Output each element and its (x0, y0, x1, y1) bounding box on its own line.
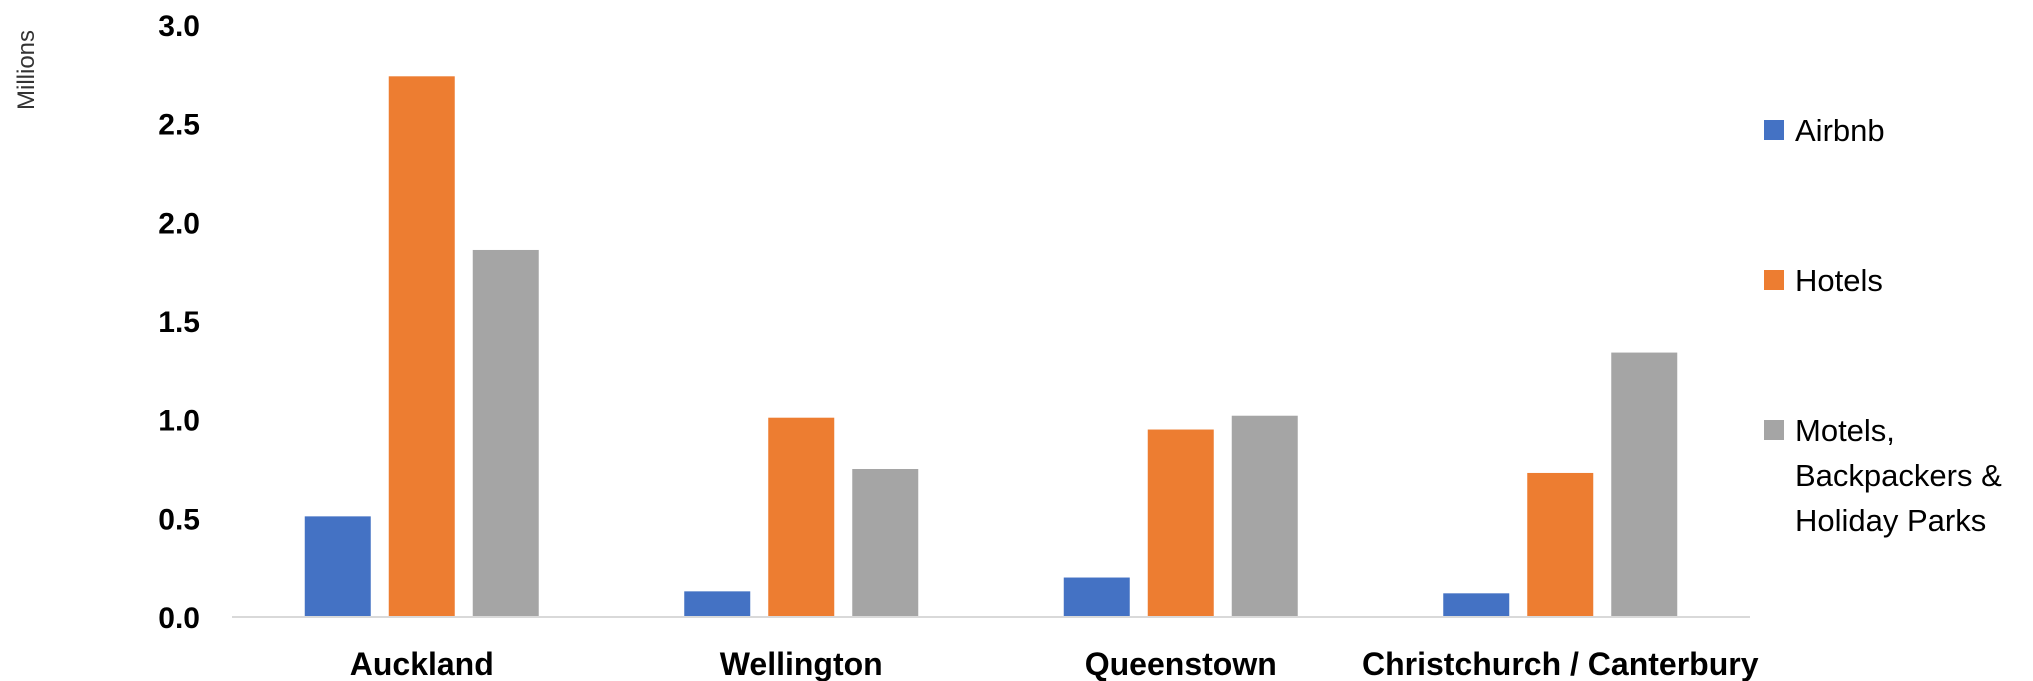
y-tick-label: 1.0 (158, 405, 200, 438)
x-tick-label: Wellington (720, 646, 883, 681)
x-axis-labels: Auckland Wellington Queenstown Christchurch… (350, 646, 1759, 681)
y-axis-ticks: 0.0 0.5 1.0 1.5 2.0 2.5 3.0 (158, 10, 200, 635)
y-tick-label: 2.5 (158, 109, 200, 142)
y-tick-label: 1.5 (158, 306, 200, 339)
bar-hotels-christchurch (1527, 472, 1594, 617)
bar-motels-queenstown (1231, 415, 1298, 617)
y-tick-label: 0.5 (158, 503, 200, 536)
bar-airbnb-wellington (684, 591, 751, 617)
y-tick-label: 0.0 (158, 602, 200, 635)
bar-hotels-queenstown (1147, 429, 1214, 617)
bar-motels-auckland (472, 249, 539, 617)
legend-label: Hotels (1795, 263, 1883, 298)
x-tick-label: Auckland (350, 646, 494, 681)
bar-hotels-auckland (388, 76, 455, 618)
legend: Airbnb Hotels Motels, Backpackers & Holiday … (1764, 113, 2002, 538)
legend-swatch (1764, 270, 1784, 290)
legend-label: Airbnb (1795, 113, 1885, 148)
x-tick-label: Christchurch / Canterbury (1362, 646, 1759, 681)
bar-motels-wellington (852, 469, 919, 617)
legend-label: Motels, Backpackers & Holiday Parks (1795, 413, 2002, 538)
bar-hotels-wellington (768, 417, 835, 617)
y-tick-label: 3.0 (158, 10, 200, 43)
bar-series (304, 76, 1678, 618)
legend-swatch (1764, 120, 1784, 140)
x-tick-label: Queenstown (1085, 646, 1277, 681)
bar-airbnb-auckland (304, 516, 371, 617)
legend-swatch (1764, 420, 1784, 440)
bar-motels-christchurch (1611, 352, 1678, 617)
bar-airbnb-christchurch (1443, 593, 1510, 617)
y-tick-label: 2.0 (158, 207, 200, 240)
bar-airbnb-queenstown (1063, 577, 1130, 617)
y-axis-title: Millions (13, 30, 40, 110)
